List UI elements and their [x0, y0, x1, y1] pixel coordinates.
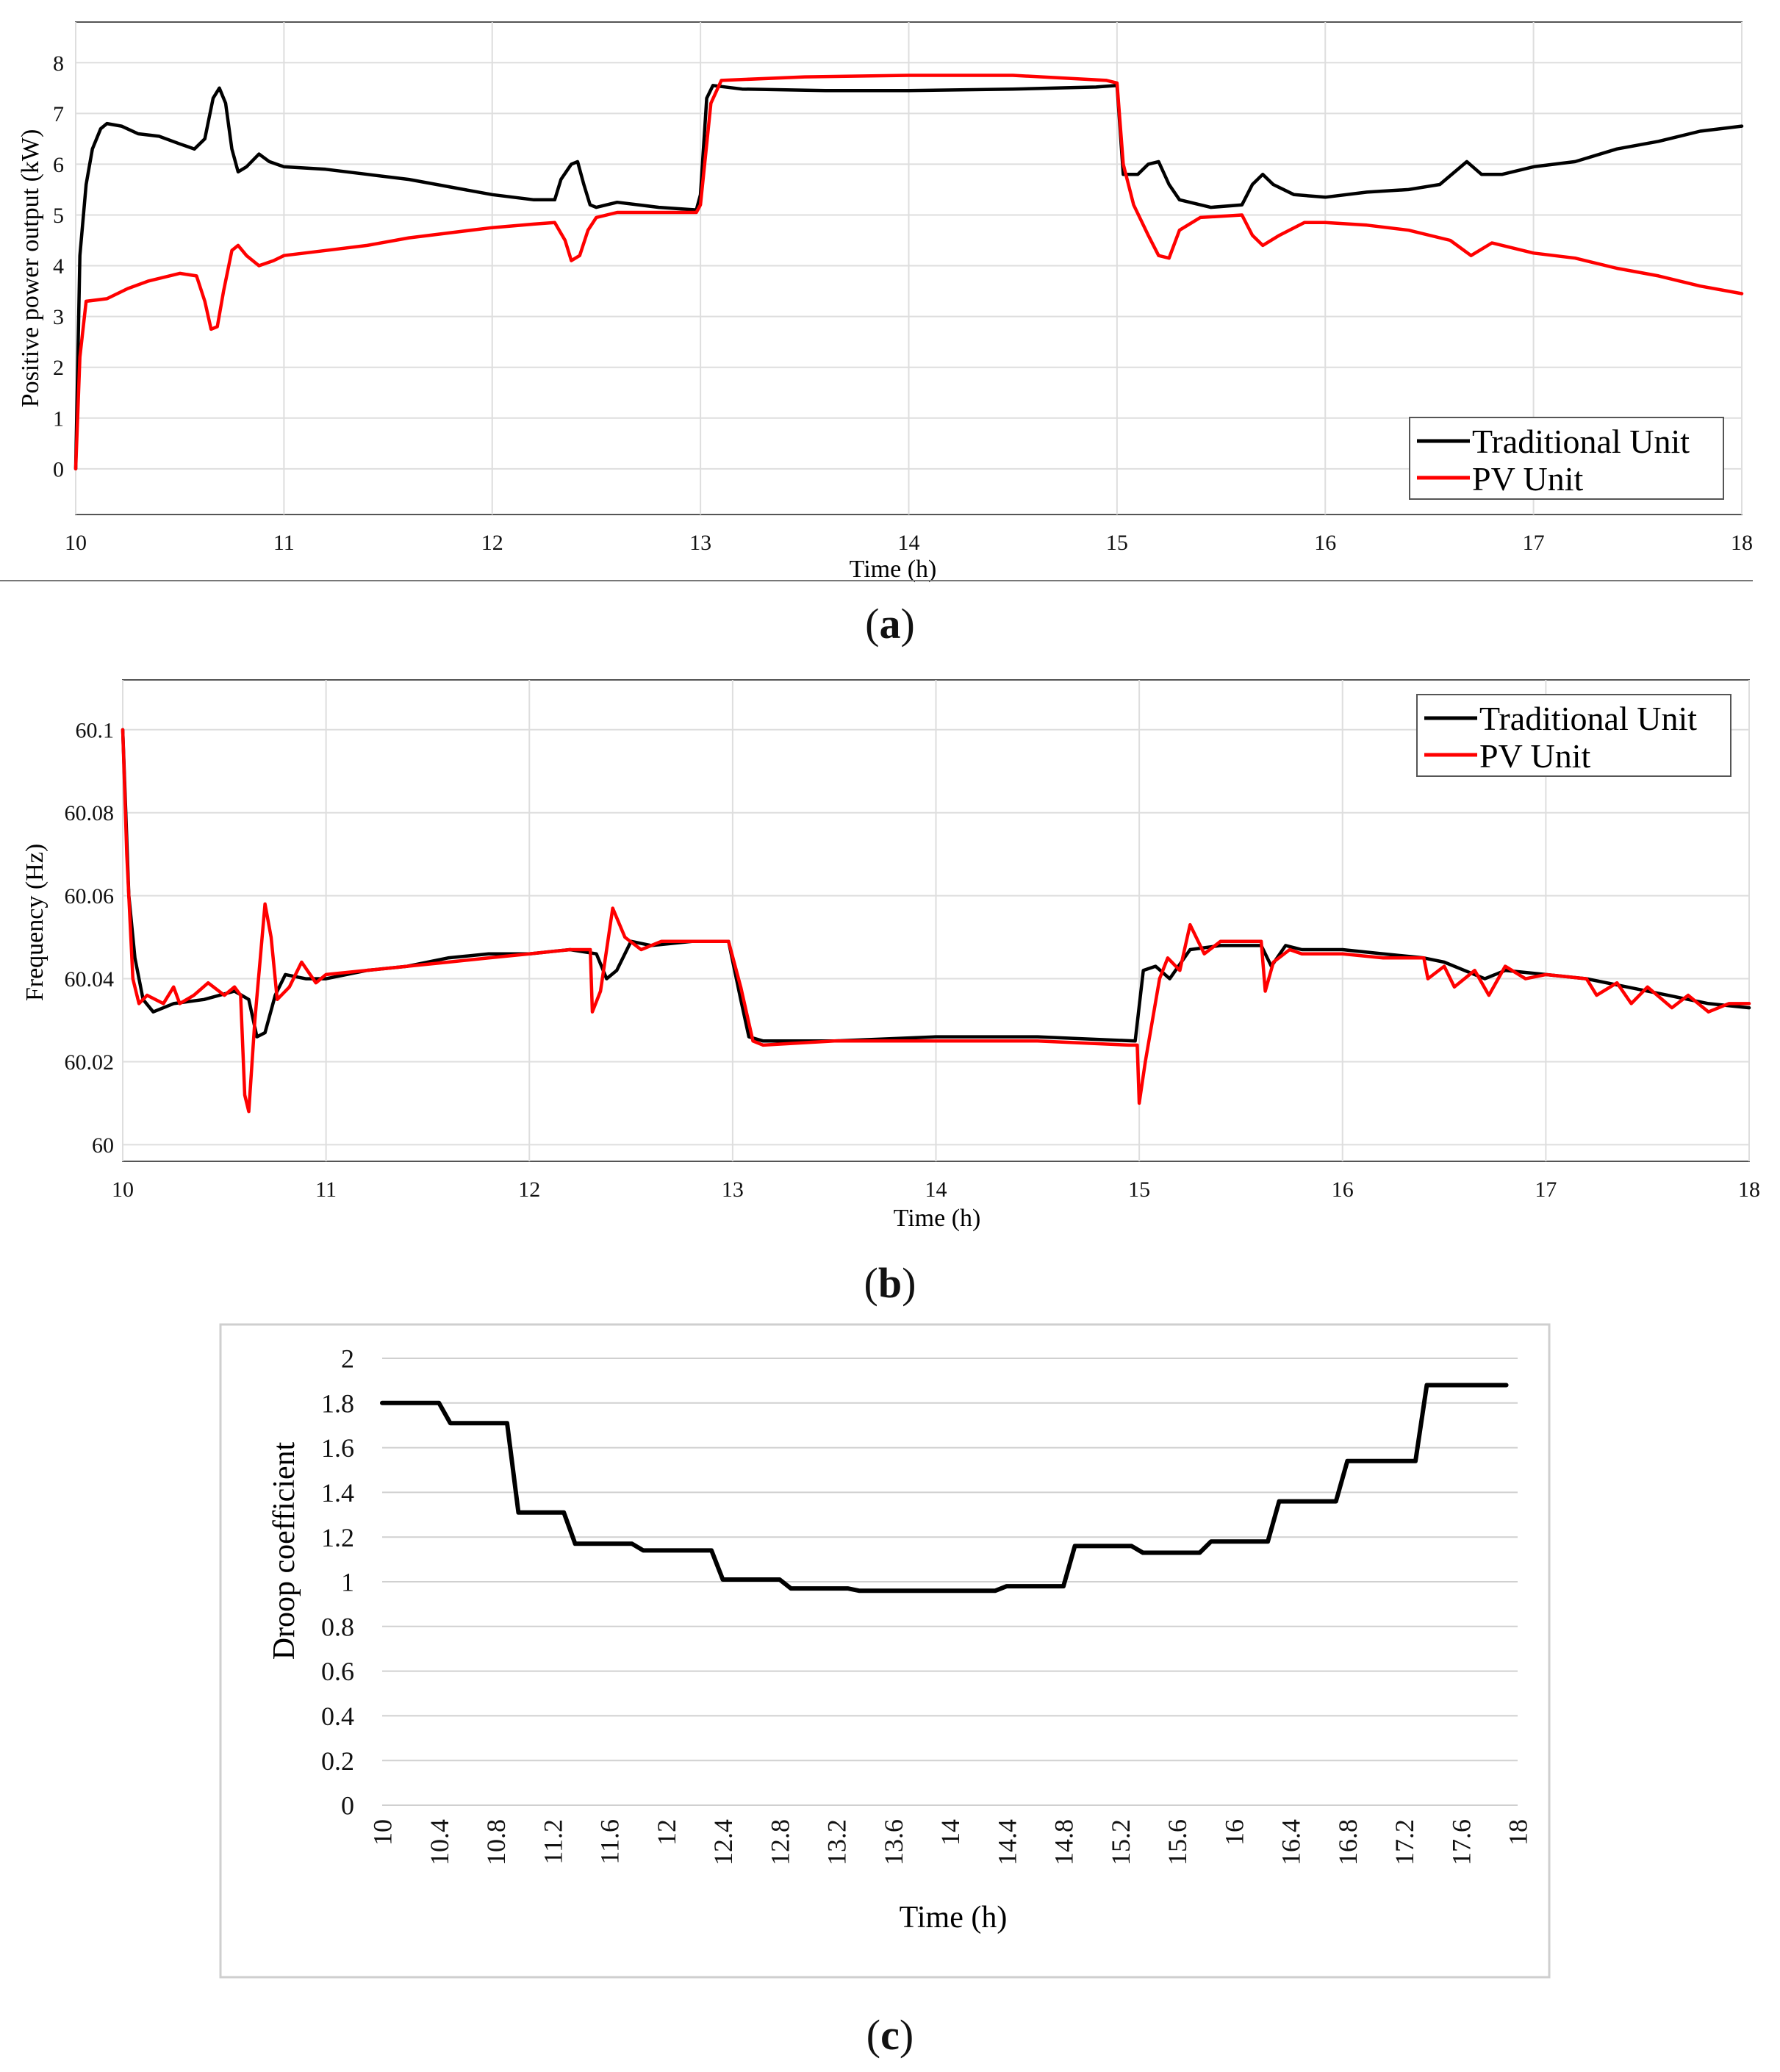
y-tick-label: 60.08	[65, 801, 115, 825]
y-tick-label: 1.4	[321, 1478, 354, 1508]
x-tick-label: 17.6	[1446, 1819, 1476, 1865]
frequency-chart: 60 60.02 60.04 60.06 60.08 60.1 10 11 12 13 14 15 16…	[21, 679, 1760, 1232]
legend: Traditional Unit PV Unit	[1409, 417, 1724, 500]
x-tick-label: 15	[1128, 1177, 1150, 1202]
y-tick-label: 60.06	[65, 884, 115, 908]
y-tick-label: 0.6	[321, 1657, 354, 1686]
y-tick-label: 0	[341, 1791, 354, 1821]
y-tick-label: 0.4	[321, 1702, 354, 1731]
caption-a: (a)	[865, 600, 915, 648]
y-tick-label: 0.8	[321, 1612, 354, 1641]
x-tick-label: 16.8	[1333, 1819, 1363, 1865]
x-axis-label: Time (h)	[900, 1901, 1008, 1935]
x-tick-label: 11.6	[595, 1819, 625, 1865]
x-axis-label: Time (h)	[850, 556, 937, 583]
caption-b: (b)	[864, 1259, 916, 1307]
panel-c: 0 0.2 0.4 0.6 0.8 1 1.2 1.4 1.6 1.8 2 10 10.4 10.8 11.…	[0, 1316, 1780, 1992]
x-tick-label: 10.4	[425, 1819, 454, 1865]
y-tick-label: 7	[53, 102, 64, 126]
legend-label-traditional: Traditional Unit	[1472, 423, 1690, 460]
x-tick-label: 11.2	[538, 1819, 567, 1865]
x-tick-label: 12	[518, 1177, 540, 1202]
y-tick-label: 60.02	[65, 1050, 115, 1075]
series-line-traditional-unit	[121, 728, 1751, 1043]
x-tick-label: 11	[315, 1177, 337, 1202]
y-tick-label: 60.04	[65, 967, 115, 992]
y-tick-label: 60	[92, 1133, 114, 1158]
x-tick-label: 14.8	[1049, 1819, 1079, 1865]
x-tick-label: 15.6	[1163, 1819, 1192, 1865]
x-tick-label: 17.2	[1390, 1819, 1419, 1865]
x-tick-label: 11	[273, 531, 295, 555]
x-tick-label: 13.6	[879, 1819, 908, 1865]
x-tick-label: 12.8	[765, 1819, 794, 1865]
legend: Traditional Unit PV Unit	[1416, 694, 1731, 777]
series-line-pv-unit	[121, 728, 1751, 1114]
x-tick-label: 16	[1332, 1177, 1354, 1202]
x-tick-label: 16	[1314, 531, 1336, 555]
x-tick-label: 12	[652, 1819, 681, 1846]
legend-box	[1409, 417, 1724, 500]
x-tick-label: 18	[1731, 531, 1753, 555]
y-axis-label: Positive power output (kW)	[17, 129, 44, 408]
y-axis-label: Droop coefficient	[268, 1441, 301, 1660]
series-line-traditional-unit	[73, 84, 1744, 471]
caption-a-letter: a	[879, 600, 901, 648]
x-tick-label: 17	[1523, 531, 1545, 555]
y-axis-label: Frequency (Hz)	[21, 844, 49, 1001]
y-tick-label: 1.2	[321, 1523, 354, 1552]
legend-label-pv: PV Unit	[1472, 460, 1583, 498]
legend-label-pv: PV Unit	[1479, 737, 1590, 775]
x-tick-label: 10	[65, 531, 87, 555]
series-line-droop-coefficient	[380, 1383, 1509, 1594]
x-tick-label: 10.8	[481, 1819, 511, 1865]
x-tick-label: 14	[898, 531, 920, 555]
panel-a: 0 1 2 3 4 5 6 7 8 10 11 12 13 14 15 16 17 18 Time (h) Pos…	[0, 0, 1780, 588]
x-tick-label: 12	[481, 531, 503, 555]
y-tick-label: 0	[53, 457, 64, 481]
y-tick-label: 4	[53, 254, 64, 279]
x-tick-label: 13	[689, 531, 711, 555]
y-tick-label: 2	[341, 1344, 354, 1374]
x-tick-label: 18	[1738, 1177, 1760, 1202]
x-tick-label: 14	[925, 1177, 947, 1202]
series-line-pv-unit	[73, 74, 1744, 471]
y-tick-label: 6	[53, 153, 64, 177]
caption-c: (c)	[866, 2011, 914, 2059]
x-tick-label: 14	[936, 1819, 965, 1846]
caption-b-letter: b	[878, 1259, 902, 1307]
x-tick-label: 17	[1535, 1177, 1557, 1202]
y-tick-label: 2	[53, 356, 64, 380]
legend-box	[1416, 694, 1731, 777]
x-tick-label: 16	[1219, 1819, 1249, 1846]
y-tick-label: 3	[53, 305, 64, 329]
x-tick-label: 15	[1106, 531, 1128, 555]
x-tick-label: 12.4	[708, 1819, 738, 1865]
x-tick-label: 18	[1504, 1819, 1533, 1846]
x-tick-label: 13	[722, 1177, 744, 1202]
x-tick-label: 10	[368, 1819, 398, 1846]
legend-label-traditional: Traditional Unit	[1479, 700, 1697, 737]
y-tick-label: 1.8	[321, 1388, 354, 1418]
y-tick-label: 5	[53, 204, 64, 228]
chart-frame	[219, 1323, 1551, 1979]
y-tick-label: 1	[341, 1568, 354, 1597]
x-tick-label: 13.2	[822, 1819, 852, 1865]
x-tick-label: 14.4	[992, 1819, 1022, 1865]
x-axis-label: Time (h)	[894, 1205, 981, 1232]
x-tick-label: 16.4	[1277, 1819, 1306, 1865]
y-tick-label: 60.1	[76, 718, 115, 742]
x-tick-label: 15.2	[1106, 1819, 1135, 1865]
y-tick-label: 1	[53, 406, 64, 431]
y-tick-label: 1.6	[321, 1433, 354, 1463]
y-tick-label: 8	[53, 51, 64, 76]
panel-b: 60 60.02 60.04 60.06 60.08 60.1 10 11 12 13 14 15 16…	[0, 662, 1780, 1250]
caption-c-letter: c	[880, 2011, 900, 2059]
y-tick-label: 0.2	[321, 1746, 354, 1776]
x-tick-label: 10	[112, 1177, 134, 1202]
